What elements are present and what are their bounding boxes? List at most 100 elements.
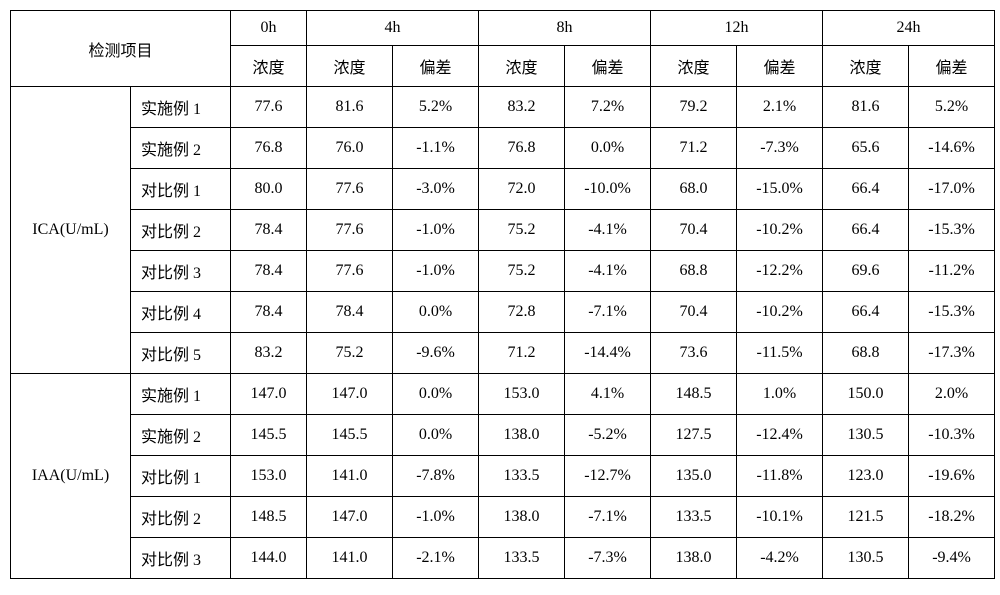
conc-8h-cell: 71.2 bbox=[479, 333, 565, 374]
dev-8h-cell: -7.1% bbox=[565, 497, 651, 538]
conc-12h-cell: 135.0 bbox=[651, 456, 737, 497]
dev-24h-cell: 5.2% bbox=[909, 87, 995, 128]
conc-0h-cell: 144.0 bbox=[231, 538, 307, 579]
table-row: 实施例 2145.5145.50.0%138.0-5.2%127.5-12.4%… bbox=[11, 415, 995, 456]
dev-8h-cell: -5.2% bbox=[565, 415, 651, 456]
conc-12h-cell: 127.5 bbox=[651, 415, 737, 456]
table-row: 对比例 2148.5147.0-1.0%138.0-7.1%133.5-10.1… bbox=[11, 497, 995, 538]
conc-24h-cell: 150.0 bbox=[823, 374, 909, 415]
conc-0h-cell: 77.6 bbox=[231, 87, 307, 128]
sample-cell: 对比例 3 bbox=[131, 251, 231, 292]
conc-4h-cell: 77.6 bbox=[307, 210, 393, 251]
header-conc-12h: 浓度 bbox=[651, 46, 737, 87]
dev-24h-cell: -9.4% bbox=[909, 538, 995, 579]
dev-24h-cell: -15.3% bbox=[909, 210, 995, 251]
conc-4h-cell: 141.0 bbox=[307, 456, 393, 497]
dev-4h-cell: -1.0% bbox=[393, 251, 479, 292]
conc-24h-cell: 66.4 bbox=[823, 169, 909, 210]
conc-4h-cell: 78.4 bbox=[307, 292, 393, 333]
conc-12h-cell: 71.2 bbox=[651, 128, 737, 169]
header-conc-8h: 浓度 bbox=[479, 46, 565, 87]
conc-0h-cell: 147.0 bbox=[231, 374, 307, 415]
sample-cell: 实施例 1 bbox=[131, 374, 231, 415]
dev-12h-cell: -15.0% bbox=[737, 169, 823, 210]
table-row: 对比例 378.477.6-1.0%75.2-4.1%68.8-12.2%69.… bbox=[11, 251, 995, 292]
table-row: 实施例 276.876.0-1.1%76.80.0%71.2-7.3%65.6-… bbox=[11, 128, 995, 169]
header-12h: 12h bbox=[651, 11, 823, 46]
table-row: IAA(U/mL)实施例 1147.0147.00.0%153.04.1%148… bbox=[11, 374, 995, 415]
dev-24h-cell: -18.2% bbox=[909, 497, 995, 538]
dev-4h-cell: 0.0% bbox=[393, 292, 479, 333]
table-row: 对比例 583.275.2-9.6%71.2-14.4%73.6-11.5%68… bbox=[11, 333, 995, 374]
conc-24h-cell: 121.5 bbox=[823, 497, 909, 538]
conc-8h-cell: 133.5 bbox=[479, 456, 565, 497]
dev-8h-cell: -12.7% bbox=[565, 456, 651, 497]
dev-8h-cell: -10.0% bbox=[565, 169, 651, 210]
sample-cell: 对比例 2 bbox=[131, 210, 231, 251]
conc-4h-cell: 145.5 bbox=[307, 415, 393, 456]
conc-0h-cell: 148.5 bbox=[231, 497, 307, 538]
dev-8h-cell: -14.4% bbox=[565, 333, 651, 374]
dev-8h-cell: -7.1% bbox=[565, 292, 651, 333]
conc-4h-cell: 76.0 bbox=[307, 128, 393, 169]
table-row: 对比例 278.477.6-1.0%75.2-4.1%70.4-10.2%66.… bbox=[11, 210, 995, 251]
conc-8h-cell: 72.8 bbox=[479, 292, 565, 333]
dev-12h-cell: -11.5% bbox=[737, 333, 823, 374]
header-dev-8h: 偏差 bbox=[565, 46, 651, 87]
dev-4h-cell: -9.6% bbox=[393, 333, 479, 374]
dev-4h-cell: 0.0% bbox=[393, 415, 479, 456]
conc-8h-cell: 133.5 bbox=[479, 538, 565, 579]
sample-cell: 对比例 1 bbox=[131, 169, 231, 210]
conc-24h-cell: 65.6 bbox=[823, 128, 909, 169]
header-24h: 24h bbox=[823, 11, 995, 46]
dev-4h-cell: -3.0% bbox=[393, 169, 479, 210]
conc-24h-cell: 81.6 bbox=[823, 87, 909, 128]
header-conc-24h: 浓度 bbox=[823, 46, 909, 87]
dev-4h-cell: -1.0% bbox=[393, 497, 479, 538]
table-body: ICA(U/mL)实施例 177.681.65.2%83.27.2%79.22.… bbox=[11, 87, 995, 579]
conc-24h-cell: 69.6 bbox=[823, 251, 909, 292]
conc-8h-cell: 75.2 bbox=[479, 251, 565, 292]
header-dev-24h: 偏差 bbox=[909, 46, 995, 87]
dev-24h-cell: -17.3% bbox=[909, 333, 995, 374]
sample-cell: 实施例 2 bbox=[131, 128, 231, 169]
table-row: 对比例 478.478.40.0%72.8-7.1%70.4-10.2%66.4… bbox=[11, 292, 995, 333]
dev-4h-cell: -1.0% bbox=[393, 210, 479, 251]
dev-4h-cell: 5.2% bbox=[393, 87, 479, 128]
group-cell: IAA(U/mL) bbox=[11, 374, 131, 579]
dev-12h-cell: -7.3% bbox=[737, 128, 823, 169]
header-4h: 4h bbox=[307, 11, 479, 46]
conc-12h-cell: 68.0 bbox=[651, 169, 737, 210]
conc-12h-cell: 73.6 bbox=[651, 333, 737, 374]
data-table: 检测项目 0h 4h 8h 12h 24h 浓度 浓度 偏差 浓度 偏差 浓度 … bbox=[10, 10, 995, 579]
dev-24h-cell: 2.0% bbox=[909, 374, 995, 415]
dev-12h-cell: -10.2% bbox=[737, 210, 823, 251]
conc-4h-cell: 147.0 bbox=[307, 497, 393, 538]
conc-8h-cell: 75.2 bbox=[479, 210, 565, 251]
table-row: ICA(U/mL)实施例 177.681.65.2%83.27.2%79.22.… bbox=[11, 87, 995, 128]
conc-24h-cell: 123.0 bbox=[823, 456, 909, 497]
conc-0h-cell: 78.4 bbox=[231, 292, 307, 333]
sample-cell: 实施例 2 bbox=[131, 415, 231, 456]
dev-12h-cell: -12.2% bbox=[737, 251, 823, 292]
dev-24h-cell: -15.3% bbox=[909, 292, 995, 333]
conc-12h-cell: 68.8 bbox=[651, 251, 737, 292]
table-row: 对比例 3144.0141.0-2.1%133.5-7.3%138.0-4.2%… bbox=[11, 538, 995, 579]
conc-0h-cell: 78.4 bbox=[231, 210, 307, 251]
header-dev-4h: 偏差 bbox=[393, 46, 479, 87]
header-conc-0h: 浓度 bbox=[231, 46, 307, 87]
conc-0h-cell: 80.0 bbox=[231, 169, 307, 210]
dev-12h-cell: -11.8% bbox=[737, 456, 823, 497]
dev-12h-cell: 2.1% bbox=[737, 87, 823, 128]
conc-0h-cell: 145.5 bbox=[231, 415, 307, 456]
dev-8h-cell: 0.0% bbox=[565, 128, 651, 169]
conc-8h-cell: 83.2 bbox=[479, 87, 565, 128]
dev-12h-cell: 1.0% bbox=[737, 374, 823, 415]
dev-24h-cell: -14.6% bbox=[909, 128, 995, 169]
conc-12h-cell: 133.5 bbox=[651, 497, 737, 538]
conc-12h-cell: 70.4 bbox=[651, 292, 737, 333]
conc-8h-cell: 72.0 bbox=[479, 169, 565, 210]
conc-4h-cell: 147.0 bbox=[307, 374, 393, 415]
header-8h: 8h bbox=[479, 11, 651, 46]
conc-4h-cell: 81.6 bbox=[307, 87, 393, 128]
